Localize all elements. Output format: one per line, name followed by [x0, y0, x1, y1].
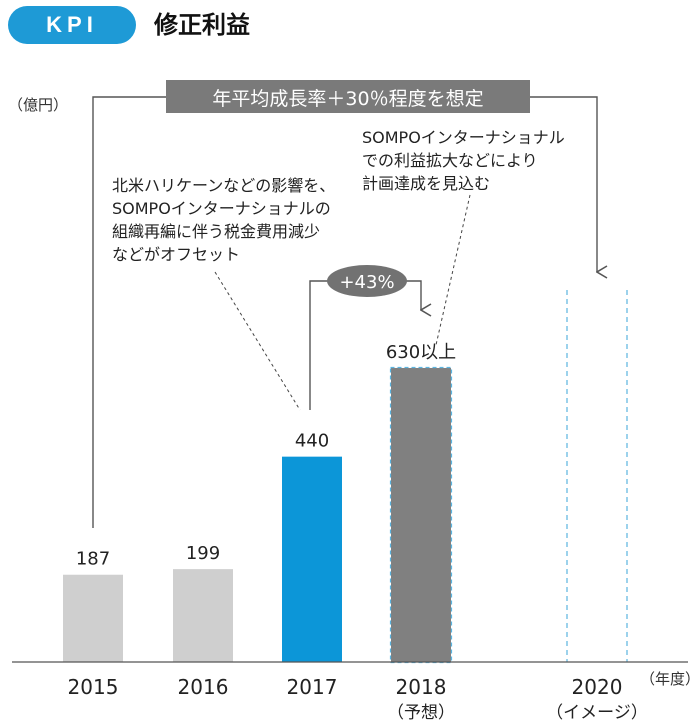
- bar-2017: [282, 456, 342, 662]
- data-label-2018: 630以上: [386, 342, 456, 363]
- y-axis-unit-label: （億円）: [8, 96, 68, 114]
- growth-badge: +43%: [327, 265, 407, 297]
- tick-sublabel-2020: （イメージ）: [546, 703, 648, 723]
- note-2018-line: での利益拡大などにより: [362, 151, 538, 170]
- note-2018-leader: [435, 194, 471, 346]
- page-title: 修正利益: [154, 11, 250, 39]
- bar-2016: [173, 569, 233, 662]
- bar-2018: [391, 367, 451, 662]
- note-2017-leader: [214, 271, 301, 411]
- tick-label-2018: 2018: [396, 675, 447, 699]
- data-label-2017: 440: [295, 431, 329, 452]
- note-2018-line: SOMPOインターナショナル: [362, 128, 565, 147]
- tick-label-2020: 2020: [572, 675, 623, 699]
- data-label-2015: 187: [76, 549, 110, 570]
- note-2017-line: 北米ハリケーンなどの影響を、: [112, 176, 335, 195]
- tick-sublabel-2018: （予想）: [387, 703, 455, 723]
- data-label-2016: 199: [186, 543, 220, 564]
- note-2017-line: 組織再編に伴う税金費用減少: [112, 222, 320, 241]
- tick-label-2017: 2017: [287, 675, 338, 699]
- note-2018-line: 計画達成を見込む: [362, 174, 490, 193]
- growth-target-box: 年平均成長率＋30％程度を想定: [166, 80, 530, 113]
- tick-label-2016: 2016: [178, 675, 229, 699]
- bar-2015: [63, 574, 123, 662]
- growth-target-label: 年平均成長率＋30％程度を想定: [212, 88, 483, 110]
- bars-layer: 187 199 440 630以上: [63, 290, 628, 664]
- note-2017: 北米ハリケーンなどの影響を、 SOMPOインターナショナルの 組織再編に伴う税金…: [112, 176, 335, 264]
- kpi-badge: KPI: [8, 6, 136, 44]
- x-axis-unit-label: （年度）: [640, 670, 700, 688]
- growth-badge-label: +43%: [339, 272, 394, 293]
- ticks-layer: 2015 2016 2017 2018 （予想） 2020 （イメージ）: [68, 675, 648, 723]
- note-2017-line: などがオフセット: [112, 245, 240, 264]
- note-2017-line: SOMPOインターナショナルの: [112, 199, 331, 218]
- note-2018: SOMPOインターナショナル での利益拡大などにより 計画達成を見込む: [362, 128, 565, 193]
- tick-label-2015: 2015: [68, 675, 119, 699]
